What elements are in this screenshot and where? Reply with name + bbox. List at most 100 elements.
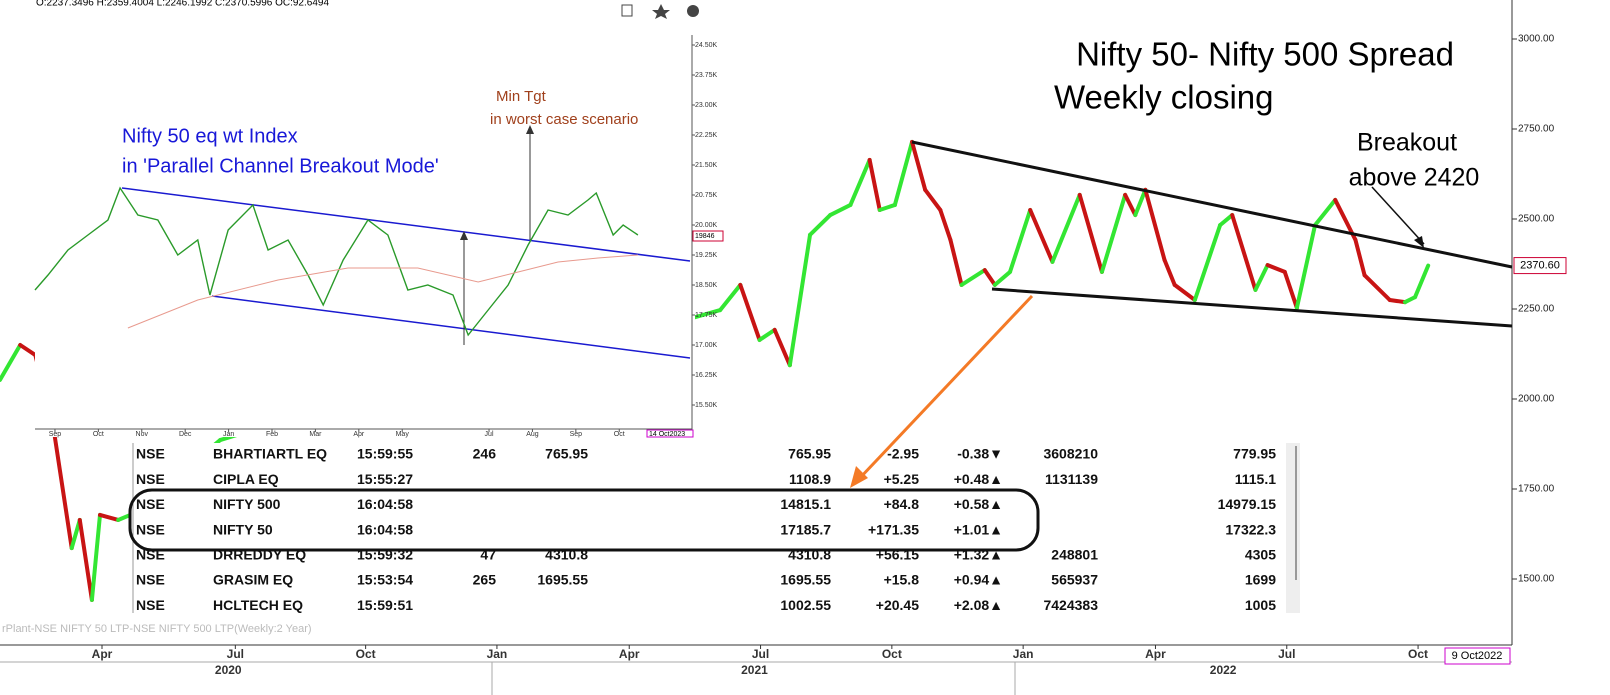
annotation: in worst case scenario bbox=[490, 111, 638, 128]
table-cell: 246 bbox=[473, 446, 497, 462]
y-tick-label: 17.75K bbox=[695, 312, 718, 319]
x-tick-label: Oct bbox=[93, 431, 104, 438]
icon[interactable] bbox=[687, 5, 699, 17]
table-cell: 3608210 bbox=[1043, 446, 1098, 462]
inset-chart: 24.50K 23.75K 23.00K 22.25K 21.50K 20.75K 20.0… bbox=[34, 0, 724, 438]
table-cell: 765.95 bbox=[788, 446, 831, 462]
channel-upper bbox=[121, 187, 691, 262]
annotation: above 2420 bbox=[1349, 164, 1480, 192]
table-cell: 4305 bbox=[1245, 547, 1276, 563]
line-segment bbox=[1265, 263, 1287, 274]
x-tick-label: May bbox=[396, 431, 410, 438]
x-tick-label: Jan bbox=[1013, 647, 1034, 661]
price-tag-box bbox=[1513, 257, 1567, 275]
x-tick-label: Dec bbox=[179, 431, 192, 438]
line-segment bbox=[948, 237, 964, 287]
table-cell: NSE bbox=[136, 597, 165, 613]
line-segment bbox=[808, 213, 833, 237]
y-tick-label: 23.75K bbox=[695, 72, 718, 79]
line-segment bbox=[1294, 223, 1318, 310]
line-segment bbox=[992, 269, 1013, 287]
table-cell: +20.45 bbox=[876, 597, 919, 613]
table-cell: +84.8 bbox=[884, 496, 920, 512]
table-cell: 1002.55 bbox=[780, 597, 831, 613]
line-segment bbox=[1008, 207, 1033, 274]
line-segment bbox=[1413, 263, 1431, 300]
line-segment bbox=[1123, 192, 1138, 218]
table-cell: 14979.15 bbox=[1218, 496, 1277, 512]
footer: rPlant-NSE NIFTY 50 LTP-NSE NIFTY 500 LT… bbox=[2, 623, 312, 635]
y-tick-label: 24.50K bbox=[695, 42, 718, 49]
y-tick-label: 22.25K bbox=[695, 132, 718, 139]
line-segment bbox=[828, 202, 853, 218]
chart-title: Nifty 50- Nifty 500 Spread bbox=[1076, 36, 1454, 73]
line-segment bbox=[52, 433, 74, 551]
toolbar-icons[interactable] bbox=[621, 4, 699, 19]
line-segment bbox=[772, 327, 792, 368]
x-tick-label: Apr bbox=[619, 647, 640, 661]
line-segment bbox=[1028, 207, 1055, 264]
watchlist-table: NSE BHARTIARTL EQ 15:59:55 246 765.95 765.95 -… bbox=[130, 443, 1300, 613]
annotation: Min Tgt bbox=[496, 88, 547, 105]
x-tick-label: Jul bbox=[227, 647, 244, 661]
x-tick-label: Apr bbox=[92, 647, 113, 661]
inset-subtitle: in 'Parallel Channel Breakout Mode' bbox=[122, 155, 439, 177]
year-label: 2020 bbox=[215, 663, 242, 677]
year-label: 2022 bbox=[1210, 663, 1237, 677]
line-segment bbox=[1172, 282, 1197, 302]
lower-trendline bbox=[991, 287, 1513, 328]
y-tick-label: 2000.00 bbox=[1518, 394, 1555, 405]
x-tick-label: Feb bbox=[266, 431, 278, 438]
icon[interactable] bbox=[621, 4, 633, 17]
line-segment bbox=[1050, 192, 1082, 264]
line-segment bbox=[938, 207, 953, 242]
table-cell: +5.25 bbox=[884, 471, 920, 487]
table-cell: -0.38▼ bbox=[957, 446, 1003, 462]
table-cell: 765.95 bbox=[545, 446, 588, 462]
channel-lower bbox=[211, 295, 691, 359]
table-cell: HCLTECH EQ bbox=[213, 597, 303, 613]
line-segment bbox=[1218, 213, 1235, 228]
index-line bbox=[34, 186, 639, 337]
y-tick-label: 2500.00 bbox=[1518, 214, 1555, 225]
line-segment bbox=[1253, 263, 1270, 292]
inset-title: Nifty 50 eq wt Index bbox=[122, 125, 298, 147]
table-cell: 1695.55 bbox=[780, 572, 831, 588]
y-tick-label: 15.50K bbox=[695, 402, 718, 409]
x-tick-label: Oct bbox=[356, 647, 376, 661]
table-cell: +0.48▲ bbox=[954, 471, 1003, 487]
x-tick-label: Oct bbox=[1408, 647, 1428, 661]
table-cell: 779.95 bbox=[1233, 446, 1276, 462]
table-cell: +171.35 bbox=[868, 521, 919, 537]
table-cell: 1699 bbox=[1245, 572, 1276, 588]
table-background bbox=[130, 443, 1300, 613]
y-tick-label: 17.00K bbox=[695, 342, 718, 349]
arrow-head bbox=[850, 466, 868, 488]
line-segment bbox=[1143, 187, 1167, 263]
line-segment bbox=[77, 517, 94, 602]
y-tick-label: 1500.00 bbox=[1518, 574, 1555, 585]
table-cell: +15.8 bbox=[884, 572, 920, 588]
table-cell: -2.95 bbox=[887, 446, 919, 462]
x-tick-label: Sep bbox=[49, 431, 62, 438]
table-cell: 15:53:54 bbox=[357, 572, 413, 588]
table-cell: GRASIM EQ bbox=[213, 572, 293, 588]
table-cell: NIFTY 500 bbox=[213, 496, 281, 512]
table-cell: 17322.3 bbox=[1225, 521, 1276, 537]
price-tag: 19846 bbox=[695, 233, 715, 240]
x-tick-label: Mar bbox=[309, 431, 322, 438]
icon[interactable] bbox=[652, 4, 670, 19]
highlight-ellipse bbox=[128, 488, 1040, 552]
line-segment bbox=[923, 187, 943, 212]
table-cell: NSE bbox=[136, 496, 165, 512]
upper-trendline bbox=[911, 140, 1513, 269]
date-tag: 14 Oct2023 bbox=[649, 431, 685, 438]
y-tick-label: 16.25K bbox=[695, 372, 718, 379]
line-segment bbox=[1099, 192, 1128, 274]
table-cell: 1108.9 bbox=[789, 471, 831, 487]
chart-subtitle: Weekly closing bbox=[1054, 79, 1273, 116]
line-segment bbox=[1133, 187, 1148, 218]
x-tick-label: Aug bbox=[526, 431, 539, 438]
y-tick-label: 18.50K bbox=[695, 282, 718, 289]
table-cell: 265 bbox=[473, 572, 497, 588]
